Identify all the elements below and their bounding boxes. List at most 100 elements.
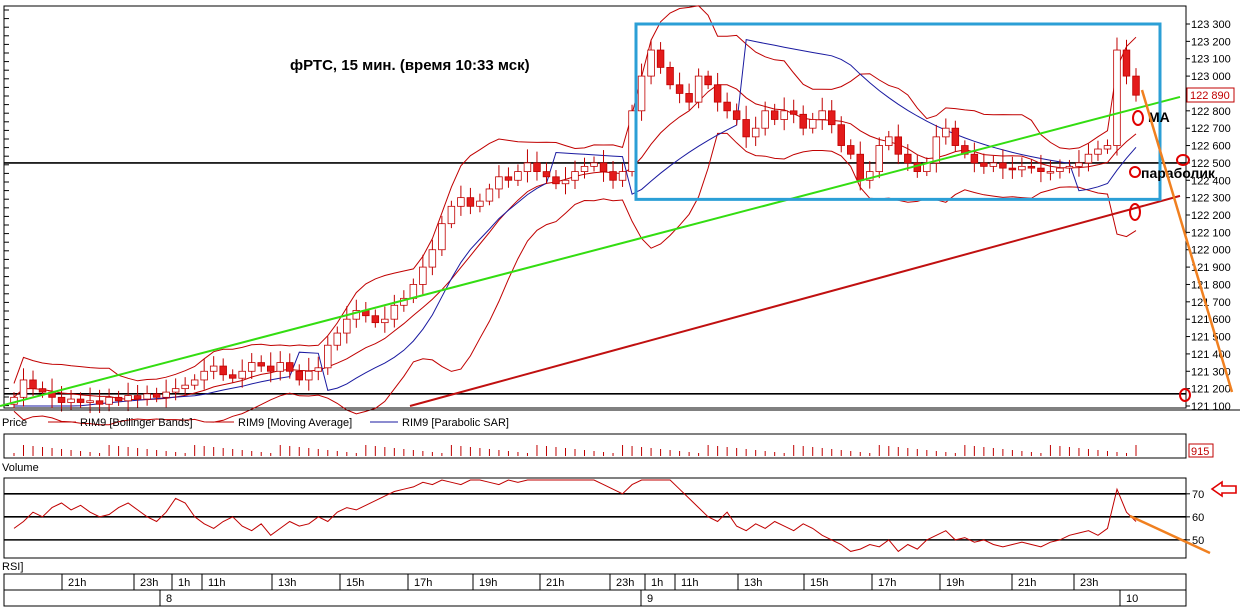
candle-up xyxy=(19,379,28,398)
candle-down xyxy=(789,110,798,115)
price-tick-label: 121 500 xyxy=(1191,332,1231,344)
candle-down xyxy=(504,176,513,181)
candle-up xyxy=(124,395,132,402)
price-tick-label: 122 100 xyxy=(1191,227,1231,239)
candle-down xyxy=(1122,49,1131,77)
candle-down xyxy=(114,396,123,402)
candle-up xyxy=(86,400,94,403)
candle-down xyxy=(742,119,750,138)
candle-down xyxy=(799,113,807,129)
annotation-marker xyxy=(1179,388,1191,402)
candle-down xyxy=(552,176,560,185)
candle-up xyxy=(514,171,522,181)
candle-down xyxy=(704,75,712,86)
price-tick-label: 122 300 xyxy=(1191,193,1231,205)
candle-up xyxy=(932,136,941,164)
price-tick-label: 121 400 xyxy=(1191,349,1231,361)
time-tick-label: 15h xyxy=(346,577,364,589)
rsi-tick-label: 50 xyxy=(1192,535,1204,547)
candle-down xyxy=(666,67,674,86)
time-tick-label: 23h xyxy=(140,577,158,589)
candle-up xyxy=(200,370,208,381)
candle-down xyxy=(1008,167,1017,171)
candle-up xyxy=(390,304,399,320)
candle-up xyxy=(1075,162,1083,167)
candle-up xyxy=(485,188,494,202)
price-tick-label: 121 200 xyxy=(1191,384,1231,396)
volume-label: Volume xyxy=(2,462,39,474)
candle-down xyxy=(286,362,294,372)
candle-up xyxy=(1046,171,1055,174)
time-tick-label: 19h xyxy=(479,577,497,589)
volume-bars xyxy=(13,445,1137,456)
day-label: 10 xyxy=(1126,593,1138,605)
time-tick-label: 1h xyxy=(651,577,663,589)
candle-down xyxy=(951,127,960,146)
candle-down xyxy=(894,136,903,155)
candle-up xyxy=(875,145,883,172)
price-tick-label: 122 700 xyxy=(1191,123,1231,135)
candle-down xyxy=(609,171,617,181)
candle-down xyxy=(219,365,227,376)
annotation-markers xyxy=(1129,110,1191,402)
price-tick-label: 122 400 xyxy=(1191,175,1231,187)
candle-up xyxy=(780,110,788,120)
candle-down xyxy=(675,84,684,94)
legend-bollinger: RIM9 [Bollinger Bands] xyxy=(80,417,193,429)
time-tick-label: 13h xyxy=(278,577,296,589)
left-tick-marks xyxy=(4,9,9,407)
candle-up xyxy=(162,391,170,398)
candle-down xyxy=(732,110,741,120)
candle-down xyxy=(1027,165,1036,169)
price-tick-label: 121 900 xyxy=(1191,262,1231,274)
price-tick-label: 121 300 xyxy=(1191,366,1231,378)
candle-up xyxy=(561,179,570,185)
candle-up xyxy=(352,310,361,320)
legend-sar: RIM9 [Parabolic SAR] xyxy=(402,417,509,429)
candle-down xyxy=(29,379,37,390)
time-tick-label: 17h xyxy=(878,577,896,589)
rsi-line xyxy=(13,479,1137,553)
price-tick-label: 121 800 xyxy=(1191,279,1231,291)
candle-down xyxy=(76,398,85,403)
candle-up xyxy=(209,365,218,372)
price-tick-label: 122 500 xyxy=(1191,158,1231,170)
time-axis-ticks: 21h 23h 1h 11h 13h 15h 17h 19h 21h 23h 1h 11h 13h 15h… xyxy=(61,574,1138,606)
candle-up xyxy=(571,171,579,181)
candle-up xyxy=(476,200,484,207)
candle-down xyxy=(847,145,855,155)
candle-up xyxy=(438,223,446,251)
candle-down xyxy=(1037,167,1045,172)
candle-up xyxy=(333,332,342,346)
candle-up xyxy=(694,75,703,103)
candle-up xyxy=(314,367,322,372)
rsi-forecast-arrow xyxy=(1129,514,1211,555)
candle-up xyxy=(1094,148,1102,155)
candle-down xyxy=(770,110,779,120)
candle-down xyxy=(837,124,845,146)
price-tick-label: 121 700 xyxy=(1191,297,1231,309)
candle-down xyxy=(95,400,104,405)
candle-up xyxy=(181,384,189,390)
annotation-marker xyxy=(1176,154,1190,166)
candle-up xyxy=(808,119,817,129)
price-tick-label: 122 800 xyxy=(1191,106,1231,118)
candle-down xyxy=(1132,75,1140,96)
annotation-marker xyxy=(1129,166,1141,178)
candle-up xyxy=(523,162,532,172)
candle-down xyxy=(228,374,237,379)
candle-down xyxy=(904,153,912,164)
day-label: 9 xyxy=(647,593,653,605)
candle-down xyxy=(970,153,979,164)
candle-up xyxy=(580,165,589,172)
rsi-tick-label: 60 xyxy=(1192,512,1204,524)
time-tick-label: 11h xyxy=(208,577,226,589)
chart-title: фРТС, 15 мин. (время 10:33 мск) xyxy=(290,57,530,74)
current-price-box xyxy=(1186,87,1235,103)
bollinger-upper-band xyxy=(13,5,1137,384)
candle-up xyxy=(238,370,246,379)
price-panel xyxy=(3,5,1187,409)
ma-annotation: MA xyxy=(1148,109,1170,125)
volume-value-box xyxy=(1188,443,1214,458)
